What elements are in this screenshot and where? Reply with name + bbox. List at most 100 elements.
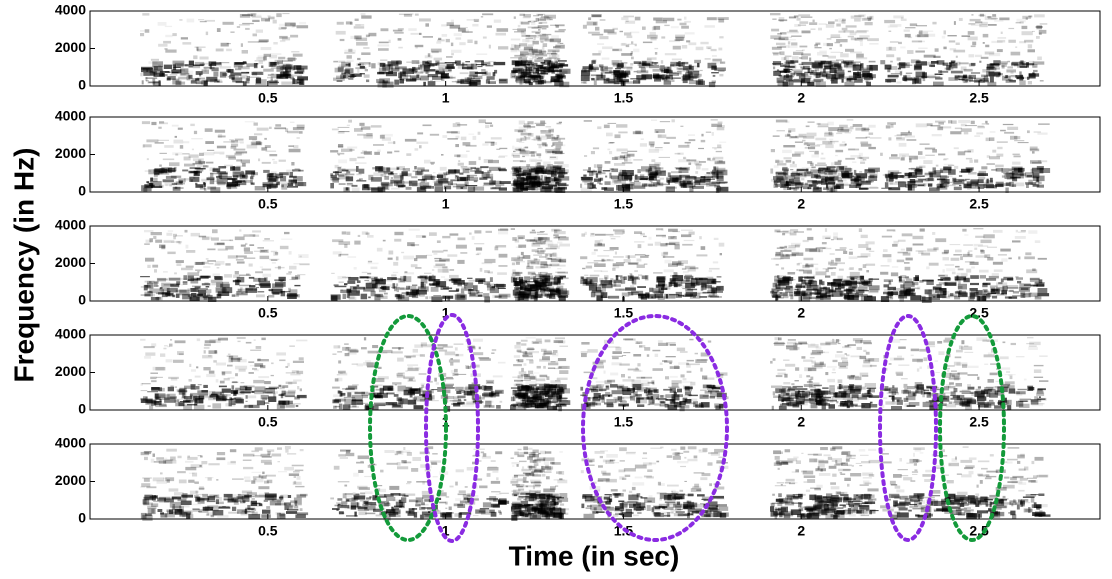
texture	[773, 294, 780, 298]
texture	[1007, 279, 1011, 280]
texture	[867, 38, 879, 41]
texture	[665, 53, 677, 55]
texture	[807, 228, 812, 230]
texture	[490, 80, 500, 81]
texture	[981, 57, 989, 59]
texture	[649, 288, 653, 292]
texture	[429, 64, 434, 66]
texture	[293, 263, 300, 264]
texture	[220, 72, 226, 78]
texture	[719, 74, 723, 77]
texture	[983, 289, 988, 290]
texture	[959, 175, 962, 176]
texture	[227, 365, 233, 367]
texture	[939, 282, 947, 284]
texture	[497, 28, 509, 32]
texture	[973, 228, 983, 229]
texture	[821, 178, 833, 180]
texture	[782, 150, 792, 153]
texture	[279, 36, 288, 39]
texture	[583, 25, 587, 29]
texture	[146, 139, 158, 142]
texture	[717, 276, 722, 277]
texture	[394, 232, 403, 235]
texture	[474, 243, 484, 244]
texture	[982, 22, 988, 25]
x-axis-label: Time (in sec)	[509, 540, 680, 571]
texture	[662, 235, 666, 238]
texture	[685, 32, 695, 34]
texture	[699, 161, 706, 163]
texture	[968, 149, 974, 152]
texture	[675, 36, 683, 39]
texture	[422, 61, 428, 66]
texture	[294, 285, 300, 286]
texture	[610, 168, 614, 170]
texture	[520, 51, 529, 55]
texture	[986, 278, 996, 281]
texture	[255, 60, 266, 62]
texture	[813, 289, 818, 291]
texture	[781, 57, 789, 60]
texture	[595, 27, 599, 31]
texture	[817, 188, 822, 189]
texture	[868, 18, 871, 21]
texture	[866, 264, 875, 266]
texture	[487, 285, 495, 290]
texture	[209, 339, 220, 343]
texture	[1016, 78, 1024, 79]
texture	[269, 55, 277, 58]
texture	[850, 79, 854, 82]
texture	[258, 159, 260, 162]
texture	[176, 263, 181, 266]
texture	[516, 174, 527, 176]
texture	[262, 269, 272, 271]
texture	[441, 154, 444, 156]
texture	[469, 233, 472, 235]
texture	[535, 266, 545, 268]
texture	[997, 141, 1008, 142]
texture	[640, 256, 649, 258]
texture	[707, 158, 710, 161]
texture	[274, 127, 286, 129]
texture	[189, 66, 193, 67]
texture	[777, 33, 782, 35]
texture	[142, 13, 149, 16]
texture	[216, 176, 220, 178]
texture	[985, 45, 989, 48]
texture	[961, 273, 967, 277]
texture	[551, 282, 558, 285]
texture	[297, 274, 305, 275]
texture	[1038, 182, 1042, 185]
texture	[366, 80, 369, 83]
texture	[949, 40, 955, 42]
texture	[269, 82, 279, 83]
texture	[918, 251, 923, 254]
texture	[484, 183, 496, 185]
texture	[896, 137, 902, 139]
texture	[277, 76, 282, 79]
texture	[539, 23, 543, 24]
texture	[448, 170, 456, 175]
texture	[663, 256, 674, 258]
texture	[384, 176, 389, 180]
texture	[519, 150, 528, 154]
texture	[524, 123, 530, 125]
texture	[292, 169, 301, 171]
texture	[456, 245, 467, 249]
texture	[580, 256, 587, 259]
texture	[792, 70, 803, 71]
texture	[627, 36, 633, 39]
texture	[680, 167, 690, 171]
texture	[840, 52, 843, 53]
texture	[839, 182, 848, 185]
texture	[599, 278, 604, 282]
texture	[859, 157, 862, 159]
texture	[600, 19, 606, 21]
texture	[159, 245, 165, 249]
texture	[151, 122, 156, 125]
texture	[514, 281, 522, 286]
texture	[290, 122, 295, 123]
texture	[857, 78, 865, 79]
texture	[554, 59, 560, 63]
